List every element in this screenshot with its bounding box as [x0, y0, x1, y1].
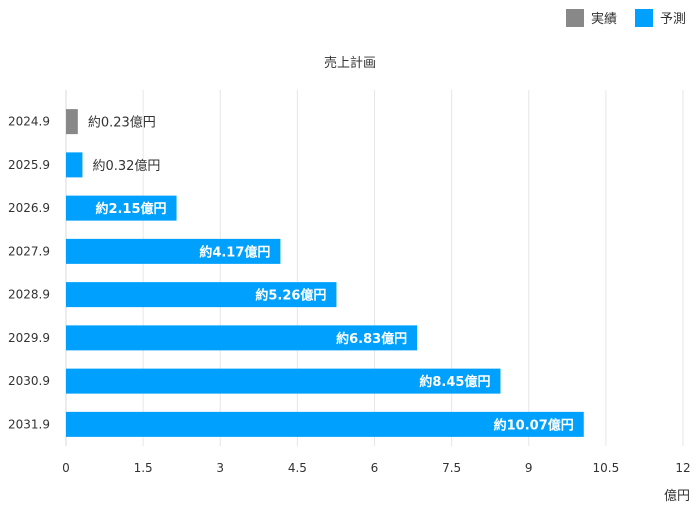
- data-label: 約2.15億円: [95, 201, 166, 217]
- bar: [66, 109, 78, 135]
- x-tick-label: 9: [525, 461, 533, 475]
- bar: [66, 368, 501, 394]
- data-label: 約0.23億円: [88, 115, 156, 131]
- y-category-label: 2028.9: [8, 288, 50, 302]
- y-category-label: 2024.9: [8, 115, 50, 129]
- x-tick-label: 12: [675, 461, 690, 475]
- data-label: 約5.26億円: [255, 288, 326, 304]
- legend-swatch-forecast: [634, 8, 653, 27]
- data-label: 約0.32億円: [92, 158, 160, 174]
- x-tick-label: 7.5: [442, 461, 461, 475]
- x-tick-label: 10.5: [593, 461, 620, 475]
- x-tick-label: 0: [62, 461, 70, 475]
- legend: 実績 予測: [556, 8, 686, 27]
- bar: [66, 152, 83, 178]
- bar: [66, 195, 177, 221]
- y-category-label: 2025.9: [8, 158, 50, 172]
- y-category-label: 2031.9: [8, 417, 50, 431]
- x-tick-label: 4.5: [288, 461, 307, 475]
- y-category-label: 2027.9: [8, 244, 50, 258]
- y-category-label: 2026.9: [8, 201, 50, 215]
- data-label: 約10.07億円: [494, 417, 574, 433]
- x-tick-label: 3: [216, 461, 224, 475]
- bar: [66, 282, 337, 308]
- x-tick-label: 6: [371, 461, 379, 475]
- legend-label-actual: 実績: [590, 12, 617, 27]
- legend-label-forecast: 予測: [659, 12, 686, 27]
- x-axis-unit-label: 億円: [663, 489, 690, 504]
- data-label: 約8.45億円: [419, 374, 490, 390]
- x-tick-label: 1.5: [134, 461, 153, 475]
- bar: [66, 411, 584, 437]
- y-category-label: 2029.9: [8, 331, 50, 345]
- legend-swatch-actual: [565, 8, 584, 27]
- data-label: 約4.17億円: [199, 244, 270, 260]
- data-label: 約6.83億円: [336, 331, 407, 347]
- y-category-label: 2030.9: [8, 374, 50, 388]
- legend-item-actual[interactable]: 実績: [565, 8, 617, 27]
- chart-title: 売上計画: [323, 56, 376, 71]
- legend-item-forecast[interactable]: 予測: [634, 8, 686, 27]
- bar: [66, 238, 281, 264]
- bar: [66, 325, 418, 351]
